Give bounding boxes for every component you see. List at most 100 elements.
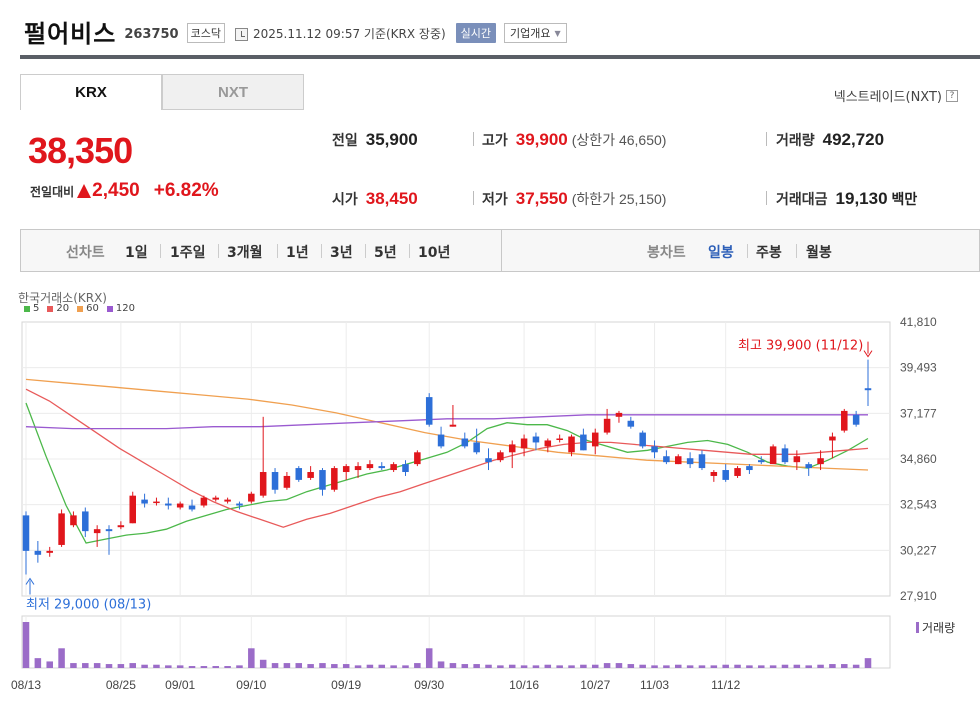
realtime-badge[interactable]: 실시간 [455,23,497,43]
candle-body [864,388,872,391]
stat-label: 거래량 [776,133,815,149]
x-tick-label: 09/01 [165,678,195,692]
period-separator [365,244,366,258]
stat-value: 35,900 [365,130,418,149]
candle-body [639,432,646,447]
candle-body [461,438,469,447]
volume-bar [769,665,777,668]
x-tick-label: 08/13 [11,678,41,692]
candle-body [58,513,65,545]
legend-label: 120 [115,303,135,314]
volume-bar [746,665,753,668]
volume-bar [864,658,872,668]
candle-body [414,452,421,465]
volume-bar [781,664,789,668]
chart-title: 한국거래소(KRX) [18,291,107,305]
candle-body [176,503,184,508]
candle-body [805,464,812,469]
stat-prev-close: 전일 35,900 [332,130,418,150]
volume-bar [307,664,314,668]
candle-body [141,499,148,504]
period-10y[interactable]: 10년 [418,245,451,261]
candle-body [568,436,575,453]
period-1w[interactable]: 1주일 [170,245,206,261]
y-tick-label: 30,227 [900,543,937,557]
stat-separator [766,132,767,146]
volume-bar [331,664,338,668]
period-3m[interactable]: 3개월 [227,245,263,261]
volume-bar [271,663,279,668]
stat-label: 거래대금 [776,192,828,208]
volume-legend-label: 거래량 [922,621,955,635]
period-1y[interactable]: 1년 [286,245,309,261]
candle-body [781,448,789,463]
volume-bar [34,658,42,668]
volume-bar [141,664,148,668]
stat-sub: (하한가 25,150) [571,191,667,207]
candle-body [165,503,172,506]
candle-body [437,434,445,447]
help-icon[interactable]: ? [946,89,958,102]
volume-bar [793,664,801,668]
candle-body [390,464,397,471]
tab-nxt[interactable]: NXT [162,74,304,110]
candle-body [259,472,267,496]
volume-bar [508,664,516,668]
candle-body [248,493,255,502]
candle-daily[interactable]: 일봉 [708,245,734,261]
stat-unit: 백만 [891,192,918,208]
candle-body [591,432,599,447]
volume-bar [758,665,765,668]
period-separator [160,244,161,258]
change-label: 전일대비 [30,184,75,199]
candle-body [93,529,101,534]
candle-body [556,438,563,440]
candle-body [22,515,30,551]
legend-item-ma20: 20 [47,303,69,314]
volume-bar [437,661,445,668]
stock-code: 263750 [124,26,179,42]
tab-krx[interactable]: KRX [20,74,162,110]
candle-body [236,503,243,506]
volume-bar [93,663,101,668]
volume-bar [283,663,291,668]
candle-weekly[interactable]: 주봉 [756,245,782,261]
candle-body [212,497,220,500]
volume-bar [129,663,136,668]
period-3y[interactable]: 3년 [330,245,353,261]
candle-body [615,412,623,417]
nxt-link[interactable]: 넥스트레이드(NXT) ? [834,86,958,105]
candle-body [46,550,53,553]
volume-bar [591,664,599,668]
period-separator [277,244,278,258]
change-value: 2,450 [92,180,140,201]
candle-monthly[interactable]: 월봉 [806,245,832,261]
candle-body [271,472,279,490]
volume-bar [852,664,860,668]
stat-low: 저가 37,550 (하한가 25,150) [482,189,666,209]
timestamp: 2025.11.12 09:57 기준(KRX 장중) [252,27,446,41]
candle-body [663,456,670,463]
legend-swatch [106,305,113,312]
candle-body [473,442,480,453]
volume-bar [461,664,469,668]
stock-header: 펄어비스 263750 코스닥 2025.11.12 09:57 기준(KRX … [24,14,567,48]
stat-separator [766,191,767,205]
x-tick-label: 08/25 [106,678,136,692]
volume-bar [686,665,694,668]
current-price: 38,350 [28,130,133,171]
candle-body [307,472,314,478]
candle-body [603,418,611,433]
period-1d[interactable]: 1일 [125,245,148,261]
candle-body [82,511,89,532]
candle-body [793,456,801,463]
x-tick-label: 10/16 [509,678,539,692]
x-tick-label: 09/10 [236,678,266,692]
high-arrow-head [863,350,873,358]
company-overview-button[interactable]: 기업개요 ▼ [504,23,567,43]
volume-bar [295,663,303,668]
volume-bar [710,665,718,668]
chart-legend: 5 20 60 120 [24,303,143,314]
volume-bar [674,664,682,668]
period-5y[interactable]: 5년 [374,245,397,261]
